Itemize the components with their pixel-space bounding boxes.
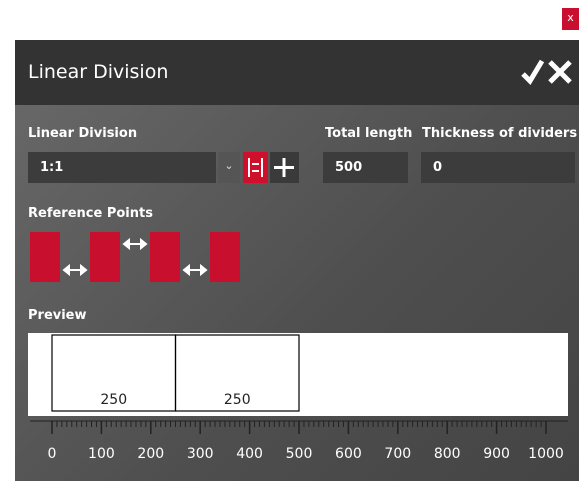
total-length-input[interactable]: 500 <box>323 152 408 183</box>
cancel-icon[interactable] <box>548 60 572 84</box>
dialog-title: Linear Division <box>28 61 169 83</box>
icon-buttons <box>243 152 299 183</box>
ruler-label: 200 <box>137 446 164 462</box>
field-label: Linear Division <box>28 126 138 141</box>
swap-button[interactable] <box>243 152 268 183</box>
confirm-icon[interactable] <box>521 59 545 86</box>
ruler-label: 700 <box>384 446 411 462</box>
ruler-label: 900 <box>483 446 510 462</box>
ref-left[interactable] <box>30 232 60 282</box>
ruler-label: 100 <box>88 446 115 462</box>
preview-area <box>28 333 568 416</box>
ruler-label: 600 <box>335 446 362 462</box>
ref-between[interactable] <box>150 232 180 282</box>
dropdown-button[interactable]: ⌄ <box>218 152 240 183</box>
ruler-label: 500 <box>286 446 313 462</box>
ref-center[interactable] <box>90 232 120 282</box>
close-button[interactable]: x <box>562 8 579 30</box>
title-icons <box>521 59 572 86</box>
ruler-label: 800 <box>434 446 461 462</box>
division-select[interactable]: 1:1 <box>28 152 216 183</box>
title-bar <box>15 40 579 105</box>
ruler-label: 300 <box>187 446 214 462</box>
section-label: Reference Points <box>28 206 153 221</box>
segment-label: 250 <box>224 392 251 408</box>
field-label: Thickness of dividers <box>422 126 578 141</box>
segment-label: 250 <box>100 392 127 408</box>
preview: 0 100 200 300 400 500 600 700 800 900 1000 250 250 <box>28 333 568 462</box>
thickness-input[interactable]: 0 <box>421 152 575 183</box>
ruler-label: 400 <box>236 446 263 462</box>
section-label: Preview <box>28 308 87 323</box>
ruler-label: 0 <box>48 446 57 462</box>
preview-segment <box>174 334 300 412</box>
reference-point-options <box>30 232 240 282</box>
ruler-label: 1000 <box>528 446 564 462</box>
ref-right[interactable] <box>210 232 240 282</box>
field-label: Total length <box>325 126 413 141</box>
